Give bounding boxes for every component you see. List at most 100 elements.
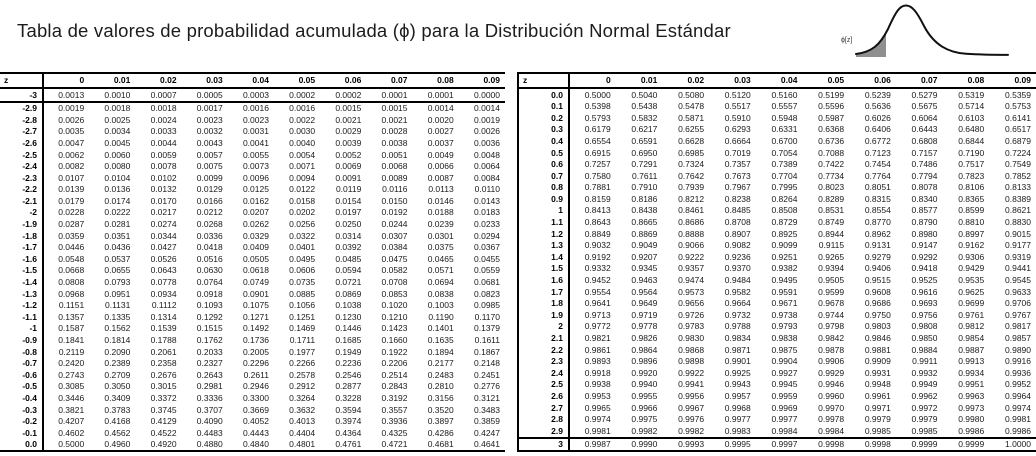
probability-cell: 0.8749 — [818, 217, 845, 228]
probability-cell: 0.0217 — [150, 207, 177, 218]
probability-cell: 0.1271 — [242, 311, 269, 322]
probability-cell: 0.0026 — [58, 114, 85, 125]
table-row: 1.9 0.9713 0.9719 0.9726 0.9732 0.9738 0.9744 0… — [518, 309, 1036, 321]
z-value: 0.6 — [518, 158, 570, 171]
probability-cell: 0.7734 — [818, 170, 845, 181]
column-header: 0.08 — [412, 72, 459, 89]
probability-cell: 0.9699 — [958, 298, 985, 309]
probability-cell: 0.8729 — [771, 217, 798, 228]
table-row: -1.4 0.0808 0.0793 0.0778 0.0764 0.0749 0.0735… — [0, 276, 505, 289]
probability-cell: 0.9441 — [1005, 263, 1031, 274]
probability-cell: 0.9929 — [818, 367, 845, 378]
probability-cell: 0.8389 — [1005, 193, 1031, 204]
probability-cell: 0.8869 — [631, 228, 658, 239]
probability-cell: 0.0107 — [58, 172, 85, 183]
probability-cell: 0.0885 — [289, 288, 316, 299]
probability-cell: 0.9938 — [584, 379, 611, 390]
probability-cell: 0.0154 — [335, 195, 362, 206]
probability-cell: 0.9943 — [724, 379, 751, 390]
probability-cell: 0.8133 — [1005, 182, 1031, 193]
probability-cell: 0.7549 — [1005, 159, 1031, 170]
column-header: 0.09 — [458, 72, 505, 89]
probability-cell: 0.0150 — [381, 195, 408, 206]
probability-cell: 0.6844 — [958, 135, 985, 146]
probability-cell: 0.0002 — [273, 88, 321, 103]
probability-cell: 0.0207 — [242, 207, 269, 218]
probability-cell: 0.9983 — [724, 425, 751, 436]
probability-cell: 0.3085 — [58, 381, 85, 392]
probability-cell: 0.0630 — [196, 265, 223, 276]
probability-cell: 0.0869 — [335, 288, 362, 299]
probability-cell: 0.7019 — [724, 147, 751, 158]
z-value: -1.9 — [0, 218, 44, 231]
probability-cell: 0.9616 — [911, 286, 938, 297]
probability-cell: 0.8599 — [958, 205, 985, 216]
probability-cell: 0.2578 — [289, 369, 316, 380]
z-value: 1.9 — [518, 309, 570, 321]
probability-cell: 0.9798 — [818, 321, 845, 332]
probability-cell: 0.4364 — [335, 427, 362, 438]
table-row: -2 0.0228 0.0222 0.0217 0.0212 0.0207 0.0202 0.… — [0, 206, 505, 219]
probability-cell: 0.0548 — [58, 253, 85, 264]
probability-cell: 0.0571 — [427, 265, 454, 276]
probability-cell: 0.9918 — [584, 367, 611, 378]
probability-cell: 0.7823 — [958, 170, 985, 181]
probability-cell: 0.9973 — [958, 402, 985, 413]
probability-cell: 0.0132 — [150, 184, 177, 195]
probability-cell: 0.1003 — [427, 300, 454, 311]
probability-cell: 0.5910 — [724, 112, 751, 123]
probability-cell: 0.9964 — [1005, 390, 1031, 401]
probability-cell: 0.2033 — [196, 346, 223, 357]
probability-cell: 0.6217 — [631, 124, 658, 135]
probability-cell: 0.9890 — [1005, 344, 1031, 355]
probability-cell: 0.0031 — [242, 126, 269, 137]
probability-cell: 0.0526 — [150, 253, 177, 264]
probability-cell: 0.9505 — [818, 275, 845, 286]
probability-cell: 0.9418 — [911, 263, 938, 274]
probability-cell: 0.6443 — [911, 124, 938, 135]
probability-cell: 0.9382 — [771, 263, 798, 274]
table-row: 0.0 0.5000 0.5040 0.5080 0.5120 0.5160 0.5199 0… — [518, 88, 1036, 101]
probability-cell: 0.0301 — [427, 230, 454, 241]
probability-cell: 0.2776 — [474, 381, 500, 392]
probability-cell: 0.0212 — [196, 207, 223, 218]
probability-cell: 0.3409 — [104, 392, 131, 403]
probability-cell: 0.5160 — [771, 89, 798, 100]
probability-cell: 0.9778 — [631, 321, 658, 332]
table-row: -1 0.1587 0.1562 0.1539 0.1515 0.1492 0.1469 0.… — [0, 322, 505, 335]
probability-cell: 0.9985 — [864, 425, 891, 436]
probability-cell: 0.1423 — [381, 323, 408, 334]
probability-cell: 0.0294 — [474, 230, 500, 241]
probability-cell: 0.2912 — [289, 381, 316, 392]
probability-cell: 0.0409 — [242, 242, 269, 253]
probability-cell: 0.0013 — [43, 88, 90, 103]
probability-cell: 0.2358 — [150, 358, 177, 369]
probability-cell: 0.0329 — [242, 230, 269, 241]
probability-cell: 0.6141 — [1005, 112, 1031, 123]
probability-cell: 0.0119 — [335, 184, 362, 195]
probability-cell: 0.3336 — [196, 392, 223, 403]
probability-cell: 0.9750 — [864, 309, 891, 320]
probability-cell: 0.8888 — [678, 228, 705, 239]
table-row: -0.3 0.3821 0.3783 0.3745 0.3707 0.3669 0.3632… — [0, 404, 505, 416]
probability-cell: 0.2266 — [289, 358, 316, 369]
probability-cell: 0.0014 — [474, 103, 500, 114]
probability-cell: 0.0606 — [289, 265, 316, 276]
probability-cell: 0.0062 — [58, 149, 85, 160]
z-value: -2 — [0, 206, 44, 219]
probability-cell: 0.0721 — [335, 277, 362, 288]
probability-cell: 0.9049 — [631, 240, 658, 251]
probability-cell: 0.9554 — [584, 286, 611, 297]
phi-z-label: ϕ[z] — [841, 37, 853, 44]
probability-cell: 0.9713 — [584, 309, 611, 320]
probability-cell: 0.9979 — [911, 414, 938, 425]
probability-cell: 0.0901 — [242, 288, 269, 299]
probability-cell: 0.1038 — [335, 300, 362, 311]
probability-cell: 0.8997 — [958, 228, 985, 239]
probability-cell: 0.0495 — [289, 253, 316, 264]
probability-cell: 0.0170 — [150, 195, 177, 206]
z-value: 1.2 — [518, 228, 570, 240]
probability-cell: 0.3300 — [242, 392, 269, 403]
probability-cell: 0.9963 — [958, 390, 985, 401]
